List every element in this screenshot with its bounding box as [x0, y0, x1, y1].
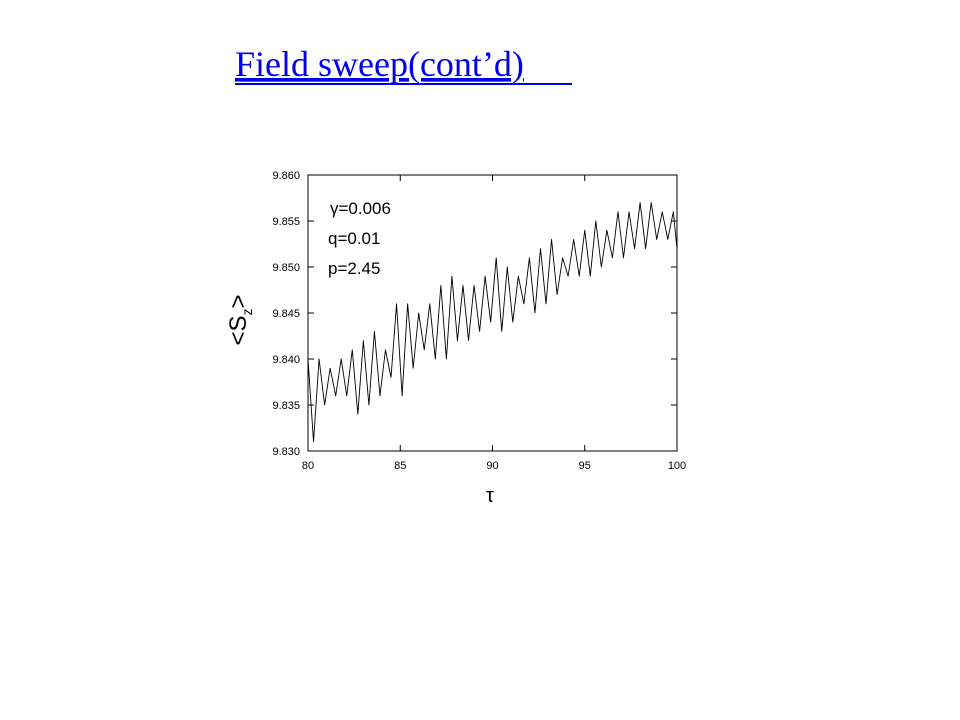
x-tick-label: 80: [302, 460, 314, 472]
x-axis-label: τ: [486, 485, 494, 507]
annotation: q=0.01: [328, 229, 380, 248]
y-label-end: >: [225, 294, 252, 308]
y-label-main: <S: [225, 315, 252, 345]
page-title: Field sweep(cont’d): [235, 44, 524, 84]
annotation: γ=0.006: [330, 199, 391, 218]
y-tick-label: 9.840: [272, 354, 300, 366]
annotation: p=2.45: [328, 259, 380, 278]
data-line: [307, 202, 678, 443]
x-tick-label: 90: [486, 460, 498, 472]
y-tick-label: 9.855: [272, 216, 300, 228]
y-tick-label: 9.845: [272, 308, 300, 320]
x-tick-label: 95: [579, 460, 591, 472]
y-tick-label: 9.835: [272, 400, 300, 412]
y-axis-label: <Sz>: [225, 294, 255, 345]
y-tick-label: 9.830: [272, 446, 300, 458]
x-tick-label: 100: [668, 460, 686, 472]
y-label-sub: z: [239, 308, 255, 315]
y-tick-label: 9.860: [272, 170, 300, 182]
x-tick-label: 85: [394, 460, 406, 472]
y-tick-label: 9.850: [272, 262, 300, 274]
